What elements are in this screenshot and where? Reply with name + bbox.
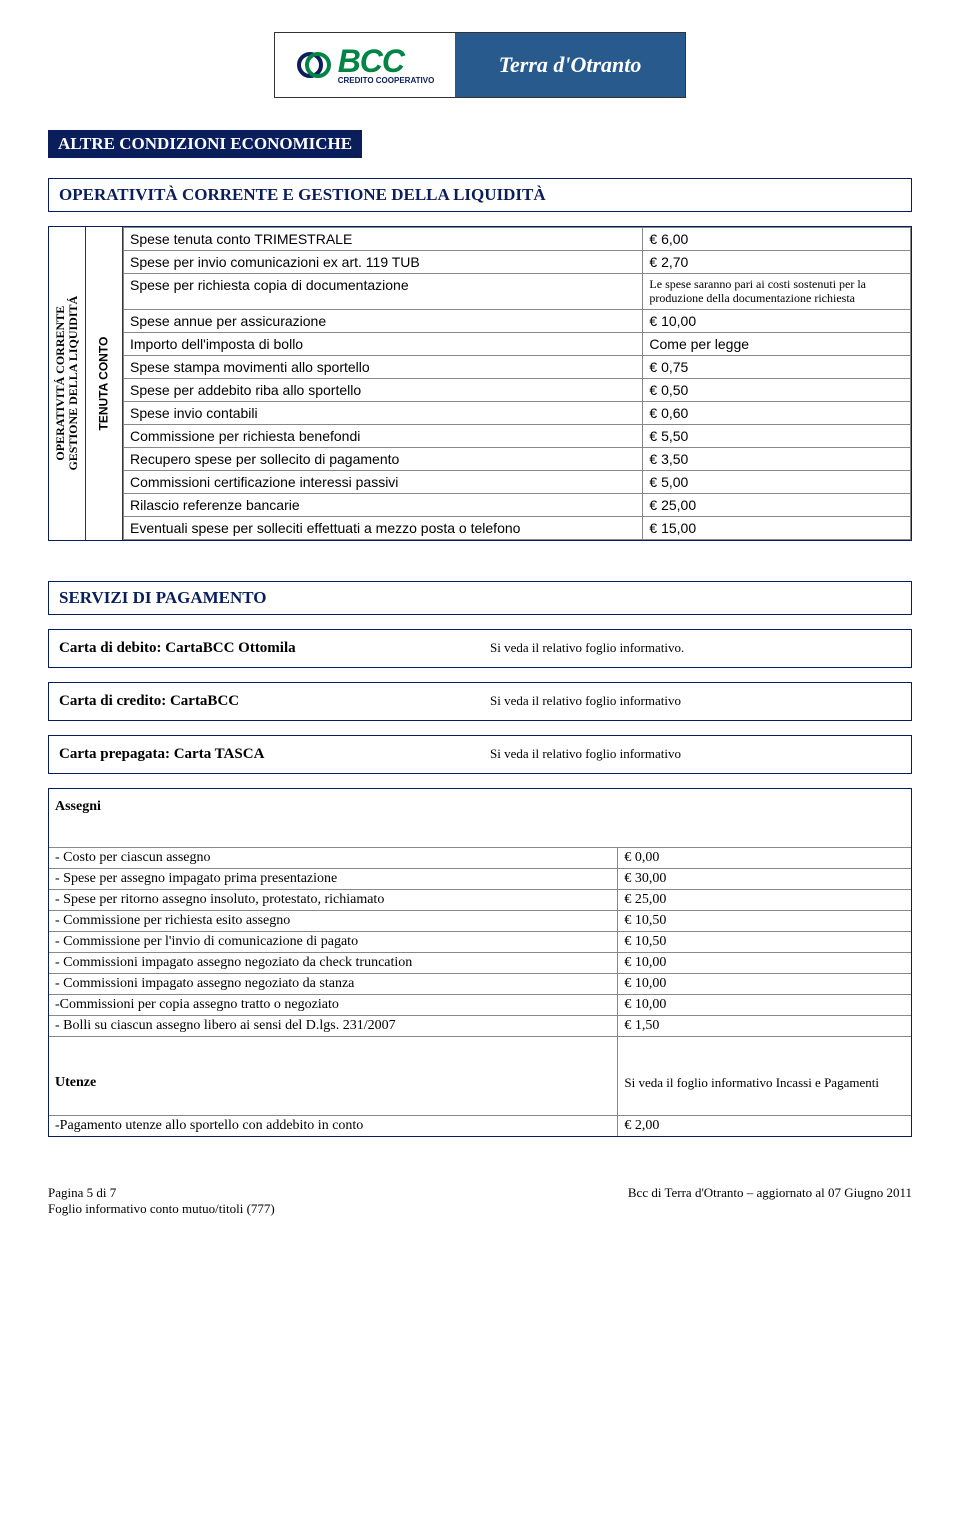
table-row-label: Spese per invio comunicazioni ex art. 11…	[124, 251, 643, 274]
assegni-row-label: - Commissioni impagato assegno negoziato…	[49, 952, 618, 973]
assegni-row-label: - Commissione per l'invio di comunicazio…	[49, 931, 618, 952]
section2-box: SERVIZI DI PAGAMENTO	[48, 581, 912, 615]
assegni-row-value: € 10,50	[618, 931, 911, 952]
table-row-value: Come per legge	[643, 332, 911, 355]
assegni-table: Assegni - Costo per ciascun assegno€ 0,0…	[49, 789, 911, 1136]
assegni-box: Assegni - Costo per ciascun assegno€ 0,0…	[48, 788, 912, 1137]
table-row-value: € 5,50	[643, 424, 911, 447]
side-label-outer: OPERATIVITÁ CORRENTE GESTIONE DELLA LIQU…	[49, 227, 86, 540]
footer-doc-title: Foglio informativo conto mutuo/titoli (7…	[48, 1201, 275, 1216]
table-row-label: Spese per richiesta copia di documentazi…	[124, 274, 643, 310]
assegni-row-label: - Commissioni impagato assegno negoziato…	[49, 973, 618, 994]
card-info-box: Carta di debito: CartaBCC OttomilaSi ved…	[48, 629, 912, 668]
table-row-label: Spese stampa movimenti allo sportello	[124, 355, 643, 378]
table-row-label: Commissioni certificazione interessi pas…	[124, 470, 643, 493]
table-row-label: Importo dell'imposta di bollo	[124, 332, 643, 355]
tenuta-conto-table: Spese tenuta conto TRIMESTRALE€ 6,00Spes…	[123, 227, 911, 540]
table-row-value: € 3,50	[643, 447, 911, 470]
tenuta-table-wrap: OPERATIVITÁ CORRENTE GESTIONE DELLA LIQU…	[48, 226, 912, 541]
table-row-label: Spese per addebito riba allo sportello	[124, 378, 643, 401]
logo-bcc-subtext: CREDITO COOPERATIVO	[338, 77, 435, 85]
table-row-label: Spese tenuta conto TRIMESTRALE	[124, 228, 643, 251]
section1-label: OPERATIVITÀ CORRENTE E GESTIONE DELLA LI…	[59, 185, 546, 204]
side-label-inner: TENUTA CONTO	[86, 227, 123, 540]
table-row-value: € 5,00	[643, 470, 911, 493]
section2-label: SERVIZI DI PAGAMENTO	[59, 588, 267, 607]
assegni-row-label: - Commissione per richiesta esito assegn…	[49, 910, 618, 931]
card-info-box: Carta prepagata: Carta TASCASi veda il r…	[48, 735, 912, 774]
table-row-value: € 25,00	[643, 493, 911, 516]
assegni-row-label: - Bolli su ciascun assegno libero ai sen…	[49, 1015, 618, 1036]
table-row-value: € 6,00	[643, 228, 911, 251]
utenze-value: Si veda il foglio informativo Incassi e …	[618, 1067, 911, 1116]
assegni-row-label: - Spese per assegno impagato prima prese…	[49, 868, 618, 889]
table-row-value: € 0,60	[643, 401, 911, 424]
table-row-label: Eventuali spese per solleciti effettuati…	[124, 516, 643, 539]
assegni-row-value: € 30,00	[618, 868, 911, 889]
table-row-label: Recupero spese per sollecito di pagament…	[124, 447, 643, 470]
table-row-label: Rilascio referenze bancarie	[124, 493, 643, 516]
table-row-label: Spese invio contabili	[124, 401, 643, 424]
card-label: Carta di credito: CartaBCC	[49, 683, 480, 720]
logo-right-panel: Terra d'Otranto	[455, 33, 685, 97]
assegni-row-label: - Spese per ritorno assegno insoluto, pr…	[49, 889, 618, 910]
logo-box: BCC CREDITO COOPERATIVO Terra d'Otranto	[274, 32, 686, 98]
card-label: Carta prepagata: Carta TASCA	[49, 736, 480, 773]
card-value: Si veda il relativo foglio informativo	[480, 683, 911, 720]
footer-left: Pagina 5 di 7 Foglio informativo conto m…	[48, 1185, 275, 1217]
utenze-last-value: € 2,00	[618, 1115, 911, 1136]
section1-box: OPERATIVITÀ CORRENTE E GESTIONE DELLA LI…	[48, 178, 912, 212]
side-outer-line2: GESTIONE DELLA LIQUIDITÁ	[66, 296, 80, 471]
table-row-value: € 10,00	[643, 309, 911, 332]
page-footer: Pagina 5 di 7 Foglio informativo conto m…	[48, 1185, 912, 1217]
footer-right: Bcc di Terra d'Otranto – aggiornato al 0…	[628, 1185, 912, 1217]
logo-header: BCC CREDITO COOPERATIVO Terra d'Otranto	[48, 32, 912, 98]
assegni-row-value: € 25,00	[618, 889, 911, 910]
assegni-row-value: € 0,00	[618, 847, 911, 868]
logo-left-panel: BCC CREDITO COOPERATIVO	[275, 33, 455, 97]
card-info-box: Carta di credito: CartaBCCSi veda il rel…	[48, 682, 912, 721]
logo-bcc-text: BCC	[338, 45, 435, 77]
logo-right-text: Terra d'Otranto	[499, 52, 642, 78]
table-row-value: € 0,50	[643, 378, 911, 401]
table-row-label: Spese annue per assicurazione	[124, 309, 643, 332]
main-title: ALTRE CONDIZIONI ECONOMICHE	[48, 130, 362, 158]
bcc-icon	[296, 47, 332, 83]
side-outer-line1: OPERATIVITÁ CORRENTE	[53, 306, 67, 461]
assegni-row-value: € 10,00	[618, 973, 911, 994]
card-value: Si veda il relativo foglio informativo	[480, 736, 911, 773]
utenze-last-label: -Pagamento utenze allo sportello con add…	[49, 1115, 618, 1136]
table-row-label: Commissione per richiesta benefondi	[124, 424, 643, 447]
table-row-value: € 0,75	[643, 355, 911, 378]
side-inner-text: TENUTA CONTO	[97, 337, 110, 431]
table-row-value: € 15,00	[643, 516, 911, 539]
assegni-header: Assegni	[55, 799, 101, 814]
card-value: Si veda il relativo foglio informativo.	[480, 630, 911, 667]
table-row-value: € 2,70	[643, 251, 911, 274]
assegni-row-value: € 10,00	[618, 952, 911, 973]
footer-page: Pagina 5 di 7	[48, 1185, 116, 1200]
table-row-value: Le spese saranno pari ai costi sostenuti…	[643, 274, 911, 310]
assegni-row-label: - Costo per ciascun assegno	[49, 847, 618, 868]
assegni-row-value: € 1,50	[618, 1015, 911, 1036]
assegni-row-value: € 10,00	[618, 994, 911, 1015]
assegni-row-label: -Commissioni per copia assegno tratto o …	[49, 994, 618, 1015]
utenze-label: Utenze	[55, 1075, 96, 1090]
assegni-row-value: € 10,50	[618, 910, 911, 931]
card-label: Carta di debito: CartaBCC Ottomila	[49, 630, 480, 667]
